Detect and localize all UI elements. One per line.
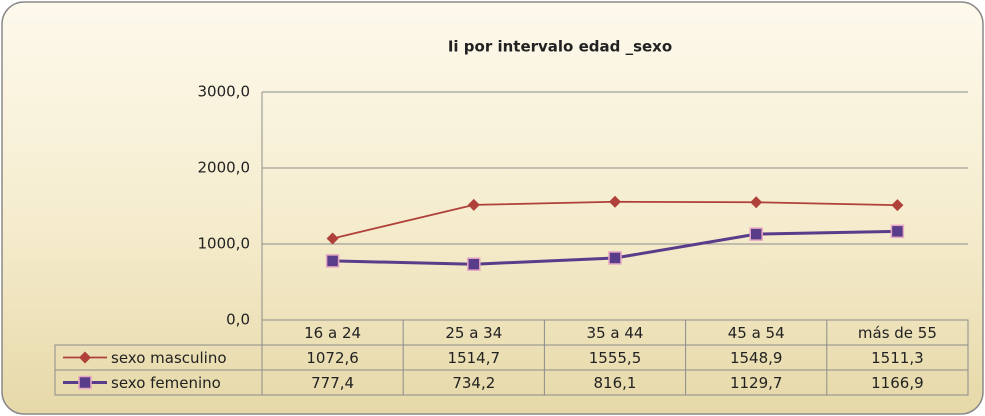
- marker: [609, 195, 621, 208]
- table-value: 734,2: [452, 374, 495, 392]
- x-tick-label: 35 a 44: [587, 324, 644, 342]
- marker: [326, 232, 339, 245]
- x-tick-label: 25 a 34: [445, 324, 502, 342]
- legend-label: sexo femenino: [111, 374, 221, 392]
- legend-label: sexo masculino: [111, 349, 227, 367]
- marker: [79, 351, 91, 364]
- marker: [78, 375, 92, 390]
- marker: [467, 198, 480, 211]
- x-tick-label: 16 a 24: [304, 324, 361, 342]
- chart-title: Ii por intervalo edad _sexo: [448, 38, 672, 56]
- marker: [467, 257, 481, 271]
- marker: [750, 196, 763, 209]
- marker: [890, 224, 905, 239]
- table-value: 1166,9: [871, 374, 924, 392]
- y-tick-label: 1000,0: [198, 235, 251, 253]
- marker: [325, 254, 340, 268]
- y-tick-label: 3000,0: [198, 83, 251, 101]
- marker: [891, 199, 904, 212]
- y-tick-label: 0,0: [226, 311, 250, 329]
- table-value: 1511,3: [871, 349, 924, 367]
- table-value: 1514,7: [448, 349, 501, 367]
- x-tick-label: 45 a 54: [728, 324, 785, 342]
- table-value: 1548,9: [730, 349, 783, 367]
- table-value: 1555,5: [589, 349, 642, 367]
- table-value: 816,1: [594, 374, 637, 392]
- table-value: 777,4: [311, 374, 354, 392]
- marker: [608, 251, 622, 265]
- marker: [749, 227, 763, 241]
- y-tick-label: 2000,0: [198, 159, 251, 177]
- table-value: 1129,7: [730, 374, 783, 392]
- table-value: 1072,6: [306, 349, 359, 367]
- x-tick-label: más de 55: [858, 324, 937, 342]
